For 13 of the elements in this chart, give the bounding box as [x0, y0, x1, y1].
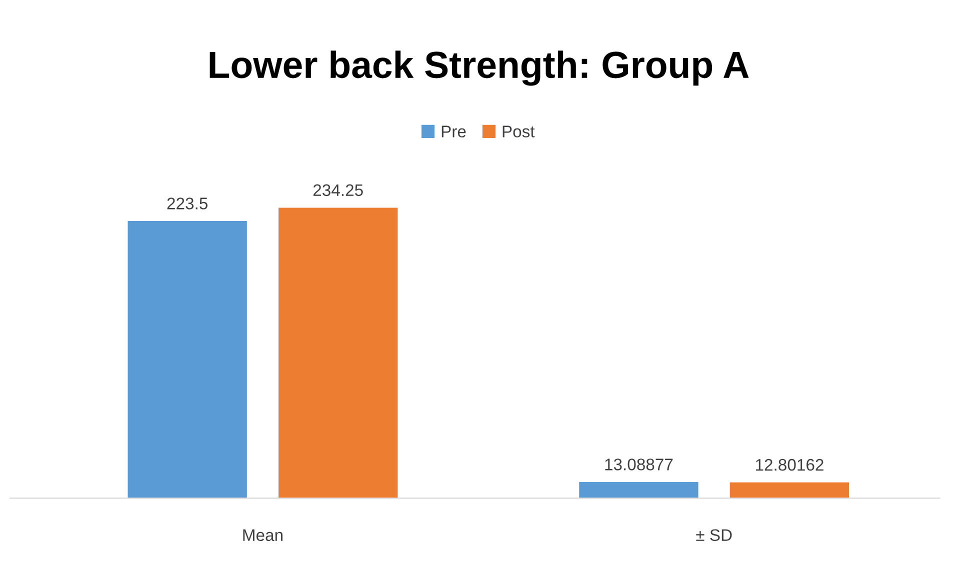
- bar: [730, 482, 850, 498]
- bar: [278, 208, 398, 498]
- data-label: 234.25: [313, 184, 363, 196]
- x-tick-label: ± SD: [696, 529, 732, 542]
- bar: [579, 482, 698, 498]
- data-label: 13.08877: [605, 458, 673, 470]
- data-label: 12.80162: [756, 458, 824, 471]
- legend-label: Pre: [442, 126, 466, 138]
- data-label: 223.5: [167, 198, 208, 210]
- legend-label: Post: [502, 126, 535, 138]
- x-tick-label: Mean: [243, 529, 282, 542]
- bar: [128, 221, 247, 498]
- chart-title: Lower back Strength: Group A: [210, 50, 749, 86]
